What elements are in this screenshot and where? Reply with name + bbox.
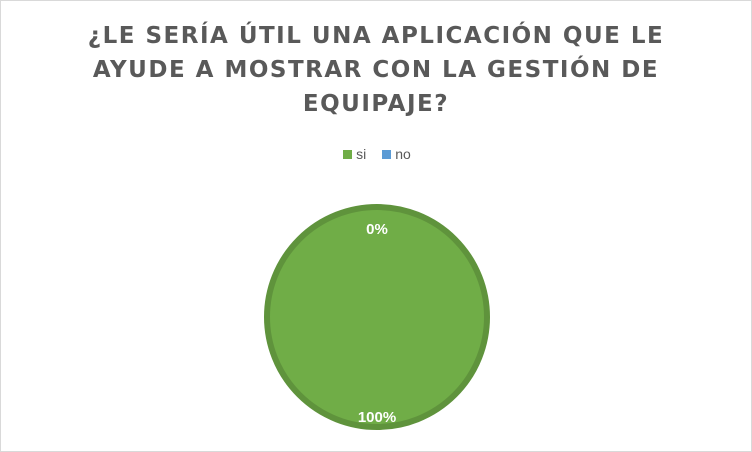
legend-swatch-no (382, 149, 392, 159)
legend-swatch-si (343, 149, 353, 159)
legend-label-si: si (356, 146, 367, 162)
legend-label-no: no (395, 146, 411, 162)
pie-slice-si (264, 204, 490, 430)
chart-title: ¿LE SERÍA ÚTIL UNA APLICACIÓN QUE LE AYU… (87, 23, 665, 117)
data-label-si: 100% (358, 409, 396, 426)
data-label-no: 0% (366, 221, 388, 238)
legend-item-si: si (343, 146, 366, 162)
legend-item-no: no (382, 146, 411, 162)
chart-legend: si no (1, 146, 752, 162)
